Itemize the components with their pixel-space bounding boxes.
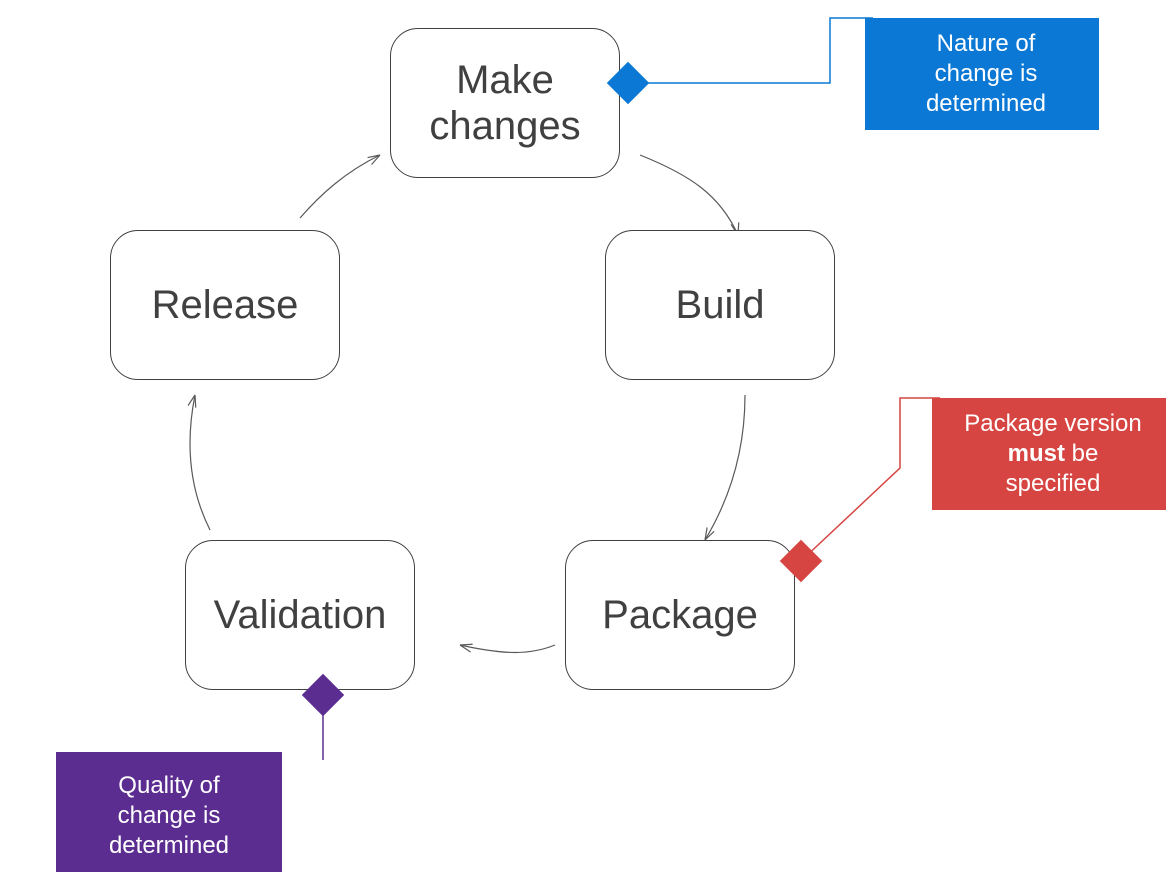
node-label-package: Package bbox=[602, 592, 758, 638]
callout-package: Package versionmust bespecified bbox=[940, 398, 1166, 510]
node-package: Package bbox=[565, 540, 795, 690]
callout-quality-accent bbox=[56, 752, 282, 760]
node-label-build: Build bbox=[676, 282, 765, 328]
node-release: Release bbox=[110, 230, 340, 380]
arrow-validation-to-release bbox=[190, 395, 210, 530]
arrowhead-package-to-validation bbox=[460, 644, 473, 652]
callout-package-accent bbox=[932, 398, 940, 510]
callout-nature-text: Nature ofchange isdetermined bbox=[926, 29, 1046, 119]
callout-quality: Quality ofchange isdetermined bbox=[56, 760, 282, 872]
arrow-changes-to-build bbox=[640, 155, 738, 235]
node-build: Build bbox=[605, 230, 835, 380]
node-label-validation: Validation bbox=[214, 592, 387, 638]
callout-quality-text: Quality ofchange isdetermined bbox=[109, 771, 229, 861]
arrowhead-release-to-changes bbox=[368, 155, 380, 164]
arrow-build-to-package bbox=[705, 395, 745, 540]
arrow-package-to-validation bbox=[460, 645, 555, 653]
callout-nature: Nature ofchange isdetermined bbox=[873, 18, 1099, 130]
arrowhead-build-to-package bbox=[705, 528, 714, 540]
callout-nature-accent bbox=[865, 18, 873, 130]
node-validation: Validation bbox=[185, 540, 415, 690]
node-label-release: Release bbox=[152, 282, 299, 328]
arrow-release-to-changes bbox=[300, 155, 380, 218]
leader-package-callout bbox=[801, 398, 940, 561]
callout-package-text: Package versionmust bespecified bbox=[964, 409, 1141, 499]
arrowhead-validation-to-release bbox=[188, 395, 196, 408]
node-label-make-changes: Make changes bbox=[429, 57, 580, 149]
leader-nature-callout bbox=[628, 18, 873, 83]
node-make-changes: Make changes bbox=[390, 28, 620, 178]
